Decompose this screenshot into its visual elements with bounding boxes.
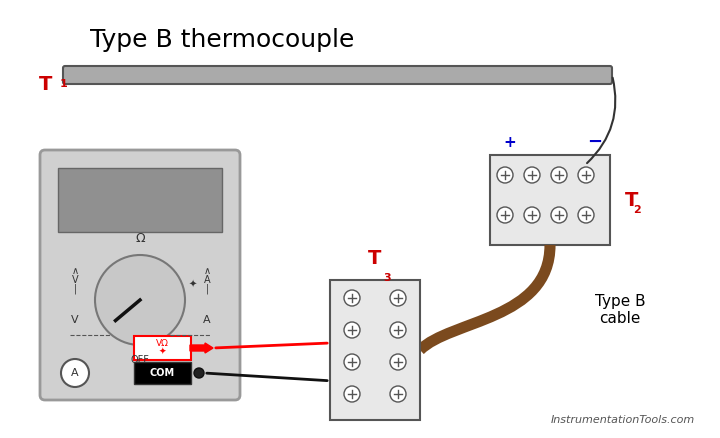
FancyBboxPatch shape	[134, 336, 191, 360]
Text: 1: 1	[60, 79, 68, 89]
FancyArrow shape	[190, 343, 213, 353]
Circle shape	[578, 167, 594, 183]
Circle shape	[390, 322, 406, 338]
Circle shape	[578, 207, 594, 223]
Text: Type B thermocouple: Type B thermocouple	[90, 28, 354, 52]
Text: ∧
A
|: ∧ A |	[204, 265, 210, 294]
Circle shape	[551, 167, 567, 183]
Text: OFF: OFF	[130, 355, 150, 365]
Text: −: −	[588, 133, 603, 151]
FancyBboxPatch shape	[134, 362, 191, 384]
Text: T: T	[369, 249, 382, 268]
Text: Type B
cable: Type B cable	[595, 294, 645, 326]
Text: T: T	[39, 75, 52, 95]
Text: ∧
V
|: ∧ V |	[71, 265, 78, 294]
FancyBboxPatch shape	[58, 168, 222, 232]
Text: V: V	[71, 315, 78, 325]
Circle shape	[524, 207, 540, 223]
Text: VΩ
✦: VΩ ✦	[156, 339, 168, 357]
Circle shape	[344, 322, 360, 338]
Circle shape	[344, 386, 360, 402]
Circle shape	[95, 255, 185, 345]
Text: T: T	[625, 191, 639, 209]
FancyBboxPatch shape	[40, 150, 240, 400]
Text: InstrumentationTools.com: InstrumentationTools.com	[551, 415, 695, 425]
Text: Ω: Ω	[135, 232, 145, 245]
Text: A: A	[203, 315, 211, 325]
Circle shape	[551, 207, 567, 223]
Text: A: A	[71, 368, 78, 378]
Circle shape	[344, 290, 360, 306]
Text: 2: 2	[633, 205, 641, 215]
Text: +: +	[503, 135, 516, 150]
Text: ✦: ✦	[189, 280, 197, 290]
Circle shape	[497, 167, 513, 183]
Circle shape	[390, 290, 406, 306]
Circle shape	[61, 359, 89, 387]
FancyBboxPatch shape	[330, 280, 420, 420]
Circle shape	[524, 167, 540, 183]
Circle shape	[390, 386, 406, 402]
Circle shape	[497, 207, 513, 223]
FancyBboxPatch shape	[63, 66, 612, 84]
Text: 3: 3	[383, 273, 391, 283]
Text: COM: COM	[150, 368, 174, 378]
Circle shape	[194, 368, 204, 378]
Circle shape	[390, 354, 406, 370]
FancyBboxPatch shape	[490, 155, 610, 245]
Circle shape	[344, 354, 360, 370]
